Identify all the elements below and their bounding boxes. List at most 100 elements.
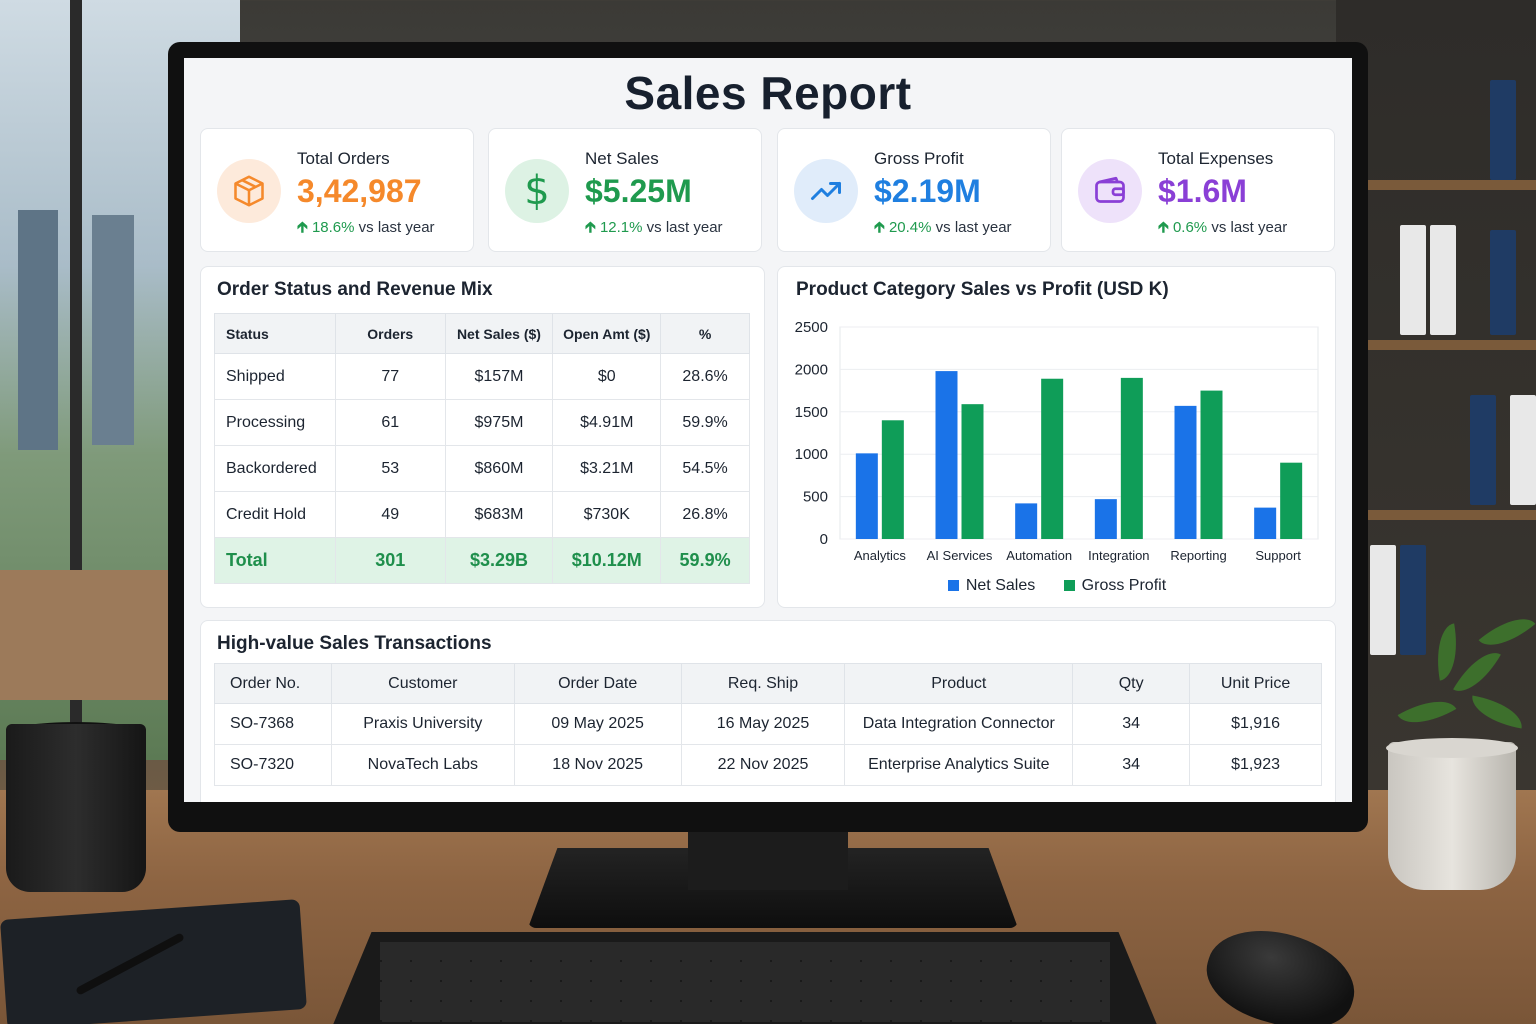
column-header[interactable]: Orders [334, 313, 446, 354]
column-header[interactable]: Customer [330, 663, 515, 704]
kpi-card-total-orders[interactable]: Total Orders 3,42,987 🡱 18.6% vs last ye… [200, 128, 474, 252]
bar-gross-profit[interactable] [961, 404, 984, 539]
table-cell: 18 Nov 2025 [513, 744, 682, 786]
kpi-change: 🡱 20.4% vs last year [874, 217, 1012, 242]
table-cell: $860M [444, 445, 554, 492]
arrow-up-icon: 🡱 [874, 219, 885, 236]
table-cell: 16 May 2025 [680, 703, 846, 745]
table-cell: $0 [552, 353, 662, 400]
kpi-label: Net Sales [585, 149, 659, 168]
kpi-label: Gross Profit [874, 149, 964, 168]
table-cell: $730K [552, 491, 662, 538]
table-cell: SO-7320 [214, 744, 332, 786]
trend-up-icon [794, 159, 858, 223]
x-tick-label: Support [1255, 548, 1301, 563]
table-row[interactable]: Processing 61 $975M $4.91M 59.9% [214, 399, 750, 446]
legend-swatch [1063, 580, 1075, 591]
bar-gross-profit[interactable] [1041, 378, 1064, 539]
column-header[interactable]: Order Date [513, 663, 682, 704]
column-header[interactable]: Product [844, 663, 1074, 704]
kpi-change-suffix: vs last year [935, 219, 1012, 236]
bar-gross-profit[interactable] [1120, 377, 1143, 539]
kpi-value: 3,42,987 [297, 173, 422, 209]
chart-legend: Net Sales Gross Profit [778, 577, 1336, 595]
table-total-row[interactable]: Total 301 $3.29B $10.12M 59.9% [214, 537, 750, 584]
category-chart-panel: Product Category Sales vs Profit (USD K)… [777, 266, 1336, 608]
table-row[interactable]: Credit Hold 49 $683M $730K 26.8% [214, 491, 750, 538]
arrow-up-icon: 🡱 [585, 219, 596, 236]
table-cell: $4.91M [552, 399, 662, 446]
bar-net-sales[interactable] [1174, 405, 1197, 539]
legend-label: Net Sales [965, 577, 1036, 594]
table-row[interactable]: Shipped 77 $157M $0 28.6% [214, 353, 750, 400]
kpi-label: Total Orders [297, 149, 390, 168]
bar-gross-profit[interactable] [1200, 390, 1223, 539]
x-tick-label: Automation [1006, 548, 1072, 563]
order-status-panel: Order Status and Revenue Mix Status Orde… [200, 266, 765, 608]
table-cell: Total [214, 537, 336, 584]
bar-chart: 0 500 1000 1500 2000 2500 Analytics AI Services… [795, 319, 1319, 563]
kpi-change: 🡱 18.6% vs last year [297, 217, 435, 242]
column-header[interactable]: Status [214, 313, 336, 354]
legend-item[interactable]: Net Sales [947, 577, 1036, 595]
table-row[interactable]: SO-7368 Praxis University 09 May 2025 16… [214, 703, 1322, 745]
city-building [92, 215, 134, 445]
keyboard-keys [380, 942, 1110, 1022]
table-cell: $10.12M [552, 537, 662, 584]
kpi-change-percent: 18.6% [311, 219, 355, 236]
kpi-value: $2.19M [874, 173, 981, 209]
table-cell: 301 [334, 537, 446, 584]
bar-net-sales[interactable] [935, 371, 958, 539]
bar-net-sales[interactable] [1094, 499, 1117, 539]
table-cell: Processing [214, 399, 336, 446]
kpi-change-percent: 12.1% [599, 219, 643, 236]
column-header[interactable]: Req. Ship [680, 663, 846, 704]
table-cell: $1,923 [1189, 744, 1322, 786]
column-header[interactable]: Order No. [214, 663, 332, 704]
kpi-card-net-sales[interactable]: $ Net Sales $5.25M 🡱 12.1% vs last year [488, 128, 762, 252]
table-header-row: Order No. Customer Order Date Req. Ship … [214, 663, 1322, 704]
column-header[interactable]: % [660, 313, 750, 354]
table-cell: NovaTech Labs [330, 744, 515, 786]
city-building [18, 210, 58, 450]
bar-net-sales[interactable] [1254, 507, 1277, 539]
bar-gross-profit[interactable] [1280, 462, 1303, 539]
x-tick-label: Analytics [854, 548, 907, 563]
table-cell: 77 [334, 353, 446, 400]
table-cell: 22 Nov 2025 [680, 744, 846, 786]
bar-net-sales[interactable] [855, 453, 878, 539]
legend-item[interactable]: Gross Profit [1063, 577, 1166, 595]
kpi-change-percent: 0.6% [1172, 219, 1208, 236]
transactions-table: Order No. Customer Order Date Req. Ship … [214, 663, 1322, 786]
table-cell: 59.9% [660, 399, 750, 446]
table-cell: Data Integration Connector [844, 703, 1074, 745]
column-header[interactable]: Net Sales ($) [444, 313, 554, 354]
table-row[interactable]: Backordered 53 $860M $3.21M 54.5% [214, 445, 750, 492]
bar-net-sales[interactable] [1015, 503, 1038, 539]
column-header[interactable]: Qty [1072, 663, 1191, 704]
table-row[interactable]: SO-7320 NovaTech Labs 18 Nov 2025 22 Nov… [214, 744, 1322, 786]
table-cell: $3.21M [552, 445, 662, 492]
kpi-card-total-expenses[interactable]: Total Expenses $1.6M 🡱 0.6% vs last year [1061, 128, 1335, 252]
table-header-row: Status Orders Net Sales ($) Open Amt ($)… [214, 313, 750, 354]
side-desk [0, 570, 170, 700]
table-cell: $157M [444, 353, 554, 400]
kpi-value: $5.25M [585, 173, 692, 209]
order-status-table: Status Orders Net Sales ($) Open Amt ($)… [214, 313, 750, 584]
kpi-change-suffix: vs last year [646, 219, 723, 236]
wallet-icon [1078, 159, 1142, 223]
kpi-change-suffix: vs last year [1211, 219, 1288, 236]
transactions-panel: High-value Sales Transactions Order No. … [200, 620, 1336, 802]
y-tick-label: 2000 [795, 361, 828, 378]
column-header[interactable]: Unit Price [1189, 663, 1322, 704]
bar-gross-profit[interactable] [881, 420, 904, 539]
column-header[interactable]: Open Amt ($) [552, 313, 662, 354]
table-cell: Shipped [214, 353, 336, 400]
dollar-icon: $ [505, 159, 569, 223]
table-cell: 59.9% [660, 537, 750, 584]
kpi-card-gross-profit[interactable]: Gross Profit $2.19M 🡱 20.4% vs last year [777, 128, 1051, 252]
table-cell: 34 [1072, 703, 1191, 745]
kpi-label: Total Expenses [1158, 149, 1274, 168]
chart-title: Product Category Sales vs Profit (USD K) [796, 279, 1169, 300]
section-title: Order Status and Revenue Mix [217, 279, 493, 300]
